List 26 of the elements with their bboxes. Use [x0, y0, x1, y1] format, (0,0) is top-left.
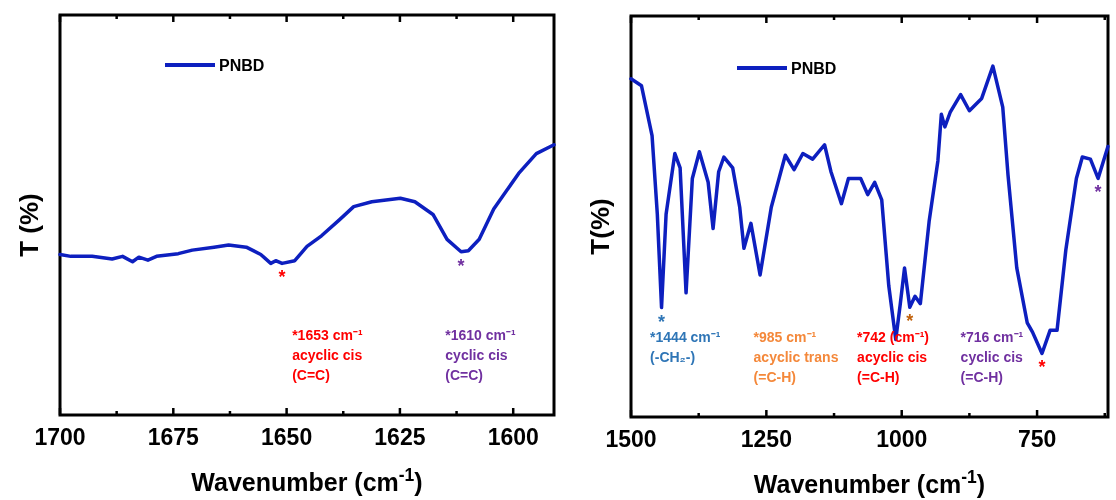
x-tick-label: 1675 — [147, 424, 200, 450]
x-tick-label: 1600 — [487, 424, 539, 450]
legend-label: PNBD — [219, 57, 265, 74]
annotation: * — [1038, 357, 1046, 378]
y-axis-title: T (%) — [14, 193, 44, 257]
x-axis-title: Wavenumber (cm$^{-1}$) — [753, 467, 986, 498]
x-axis-title: Wavenumber (cm$^{-1}$) — [191, 465, 423, 496]
x-tick-label: 1700 — [34, 424, 86, 450]
annotation: *1653 cm⁻¹ acyclic cis (C=C) — [292, 327, 363, 383]
annotation: * — [906, 311, 914, 332]
x-tick-label: 1250 — [740, 426, 792, 452]
annotation: * — [1094, 182, 1102, 203]
legend-label: PNBD — [791, 60, 837, 77]
x-tick-label: 1500 — [605, 426, 657, 452]
annotation: * — [658, 311, 666, 332]
annotation: *1610 cm⁻¹ cyclic cis (C=C) — [445, 327, 517, 383]
x-tick-label: 1625 — [374, 424, 426, 450]
x-tick-label: 1000 — [876, 426, 928, 452]
annotation: * — [457, 255, 465, 276]
x-tick-label: 750 — [1017, 426, 1057, 452]
annotation: *716 cm⁻¹ cyclic cis (=C-H) — [960, 329, 1024, 385]
annotation: *985 cm⁻¹ acyclic trans (=C-H) — [753, 329, 839, 385]
annotation: *1444 cm⁻¹ (-CH₂-) — [650, 329, 721, 365]
y-axis-title: T(%) — [585, 198, 615, 255]
x-tick-label: 1650 — [261, 424, 313, 450]
annotation: * — [278, 267, 286, 288]
